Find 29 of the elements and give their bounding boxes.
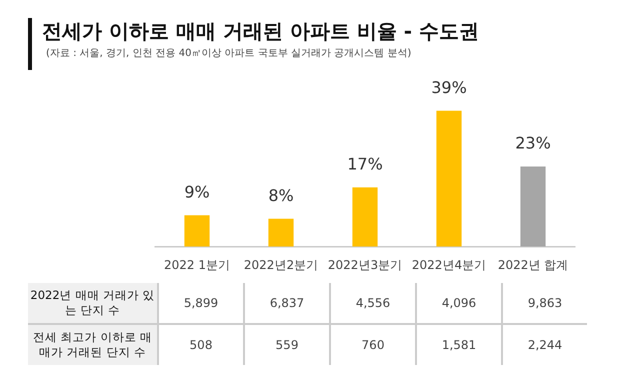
bar — [352, 187, 378, 247]
bar — [184, 215, 210, 247]
data-label: 17% — [347, 154, 383, 174]
data-label: 9% — [184, 182, 210, 202]
text: 559 — [244, 324, 330, 365]
text: 9,863 — [502, 283, 587, 324]
text: 5,899 — [158, 283, 244, 324]
text: 2,244 — [502, 324, 587, 365]
text: 508 — [158, 324, 244, 365]
text: 전세 최고가 이하로 매매가 거래된 단지 수 — [28, 324, 158, 365]
x-tick-label: 2022 1분기 — [164, 258, 230, 272]
x-tick-label: 2022년3분기 — [328, 258, 402, 272]
bar — [520, 166, 546, 247]
data-label: 39% — [431, 78, 467, 97]
x-tick-label: 2022년 합계 — [498, 258, 568, 272]
x-tick-label: 2022년2분기 — [244, 258, 318, 272]
bar — [268, 218, 294, 247]
text: (자료 : 서울, 경기, 인천 전용 40㎡이상 아파트 국토부 실거래가 공개시스템 분석) — [46, 47, 412, 60]
chart-title: 전세가 이하로 매매 거래된 아파트 비율 - 수도권 — [42, 18, 480, 44]
text: 1,581 — [416, 324, 502, 365]
text: 2022년 매매 거래가 있는 단지 수 — [28, 283, 158, 324]
text: 760 — [330, 324, 416, 365]
bar — [436, 110, 462, 247]
text: 6,837 — [244, 283, 330, 324]
data-label: 8% — [268, 186, 294, 205]
data-label: 23% — [515, 134, 551, 153]
x-tick-label: 2022년4분기 — [412, 258, 486, 272]
text: 4,556 — [330, 283, 416, 324]
text: 4,096 — [416, 283, 502, 324]
